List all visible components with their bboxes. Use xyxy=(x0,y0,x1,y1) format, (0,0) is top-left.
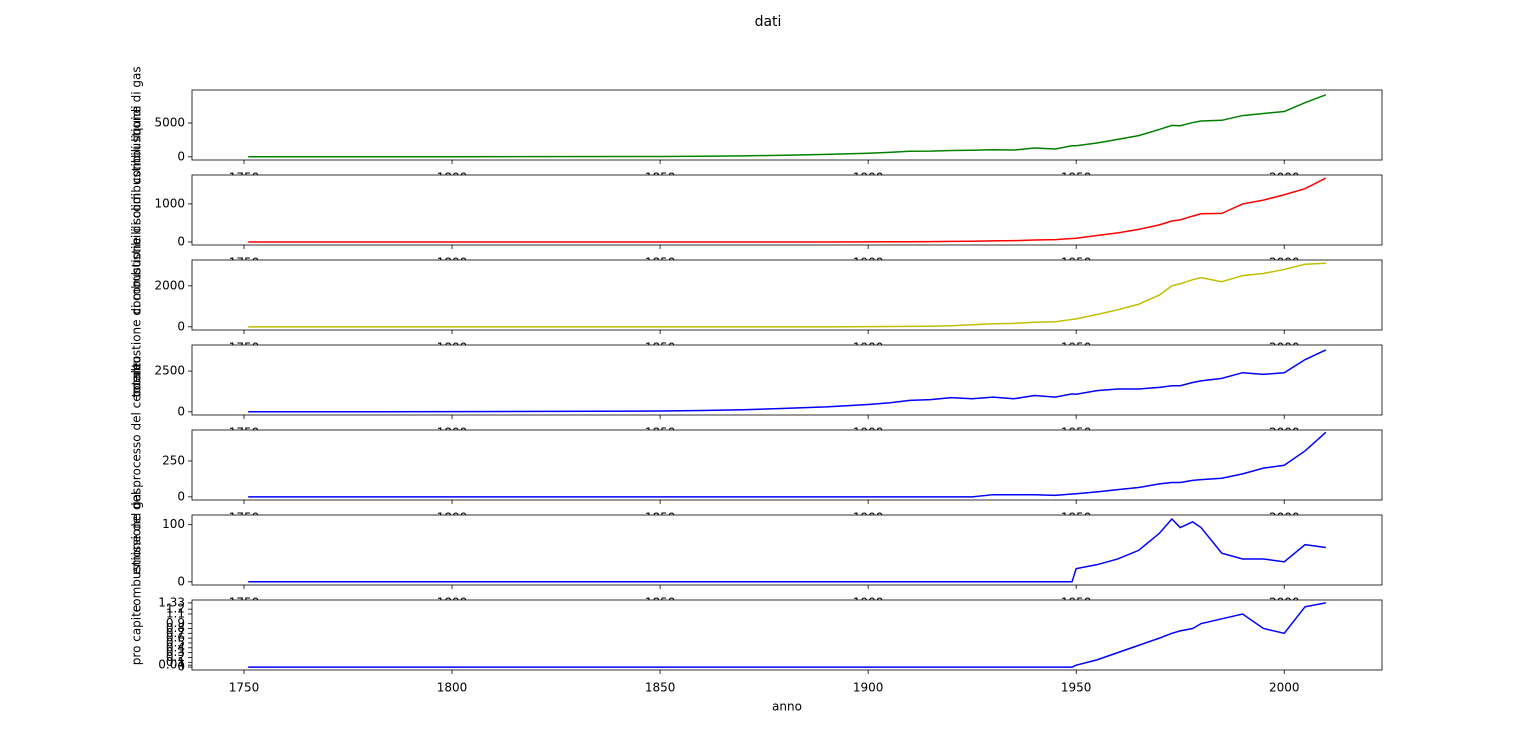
axes-background xyxy=(192,90,1382,160)
axes-background xyxy=(192,260,1382,330)
x-tick-label: 1750 xyxy=(229,681,260,695)
data-line xyxy=(248,349,1327,413)
axes-frame xyxy=(191,344,1383,416)
y-tick-label: 0.3 xyxy=(166,645,185,659)
x-tick-label: 1900 xyxy=(853,681,884,695)
x-tick-label: 1850 xyxy=(645,681,676,695)
y-tick-label: 0.4 xyxy=(166,640,185,654)
y-axis-label: emissione del processo del cemento xyxy=(130,356,144,575)
y-tick-label: 0.04 xyxy=(158,658,185,672)
y-tick-label: 0.9 xyxy=(166,616,185,630)
y-tick-label: 1.33 xyxy=(158,595,185,609)
x-tick-label: 1800 xyxy=(437,681,468,695)
data-line xyxy=(248,177,1327,243)
axes-frame xyxy=(191,514,1383,586)
y-tick-label: 0 xyxy=(177,319,185,333)
y-tick-label: 1.1 xyxy=(166,607,185,621)
y-tick-label: 250 xyxy=(162,453,185,467)
data-line xyxy=(248,431,1327,498)
axes-frame xyxy=(191,599,1383,671)
y-tick-label: 0 xyxy=(177,660,185,674)
x-axis-label: anno xyxy=(772,700,802,714)
y-tick-label: 0.7 xyxy=(166,626,185,640)
y-axis-label: combustione di combustibili solidi xyxy=(130,193,144,397)
data-line xyxy=(248,262,1326,328)
y-tick-label: 2000 xyxy=(154,278,185,292)
y-tick-label: 0 xyxy=(177,489,185,503)
axes-frame xyxy=(191,259,1383,331)
y-tick-label: 0.5 xyxy=(166,635,185,649)
y-axis-label: totale xyxy=(130,363,144,398)
y-tick-label: 0 xyxy=(177,574,185,588)
axes-background xyxy=(192,600,1382,670)
y-axis-label: combustione del gas xyxy=(130,488,144,613)
data-line xyxy=(248,602,1326,668)
axes-background xyxy=(192,515,1382,585)
y-axis-label: pro capite xyxy=(130,605,144,665)
axes-frame xyxy=(191,174,1383,246)
axes-background xyxy=(192,345,1382,415)
y-tick-label: 100 xyxy=(162,517,185,531)
figure-title: dati xyxy=(755,14,782,30)
data-line xyxy=(248,517,1326,583)
axes-frame xyxy=(191,89,1383,161)
y-tick-label: 0 xyxy=(177,234,185,248)
data-line xyxy=(248,94,1327,158)
x-tick-label: 2000 xyxy=(1269,681,1300,695)
y-tick-label: 1000 xyxy=(154,196,185,210)
y-tick-label: 2500 xyxy=(154,364,185,378)
y-tick-label: 0 xyxy=(177,404,185,418)
x-tick-label: 1950 xyxy=(1061,681,1092,695)
y-tick-label: 0.6 xyxy=(166,631,185,645)
y-tick-label: 1.2 xyxy=(166,602,185,616)
y-axis-label: combustione di combustibili liquidi xyxy=(130,106,144,315)
axes-frame xyxy=(191,429,1383,501)
y-tick-label: 0.2 xyxy=(166,650,185,664)
axes-background xyxy=(192,430,1382,500)
y-tick-label: 5000 xyxy=(154,116,185,130)
y-tick-label: 0.1 xyxy=(166,655,185,669)
y-tick-label: 0 xyxy=(177,149,185,163)
axes-background xyxy=(192,175,1382,245)
y-tick-label: 0.8 xyxy=(166,621,185,635)
y-axis-label: combustione di gas xyxy=(130,66,144,183)
